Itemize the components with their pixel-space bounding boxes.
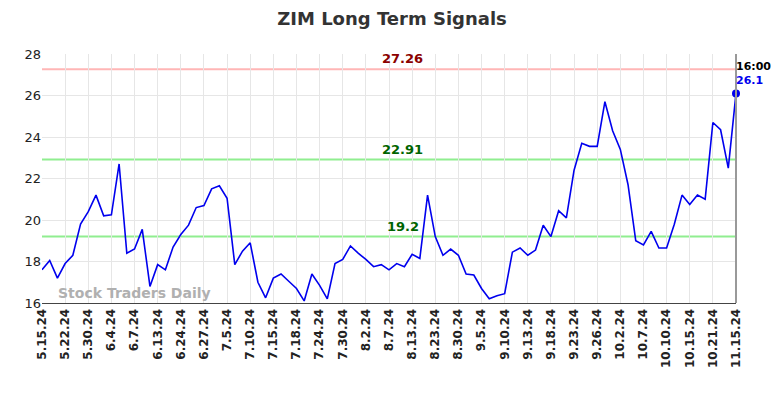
svg-text:10.15.24: 10.15.24	[683, 309, 697, 368]
svg-text:9.18.24: 9.18.24	[544, 309, 558, 360]
svg-text:8.7.24: 8.7.24	[382, 309, 396, 352]
svg-text:5.30.24: 5.30.24	[81, 309, 95, 360]
svg-text:10.10.24: 10.10.24	[660, 309, 674, 368]
svg-text:6.4.24: 6.4.24	[104, 309, 118, 352]
svg-text:27.26: 27.26	[382, 51, 423, 66]
svg-text:10.2.24: 10.2.24	[613, 309, 627, 360]
svg-text:5.15.24: 5.15.24	[35, 309, 49, 360]
svg-text:26.1: 26.1	[736, 74, 763, 87]
svg-text:26: 26	[24, 88, 41, 103]
svg-text:22: 22	[24, 171, 41, 186]
svg-text:6.13.24: 6.13.24	[151, 309, 165, 360]
svg-text:6.7.24: 6.7.24	[127, 309, 141, 352]
svg-text:5.22.24: 5.22.24	[58, 309, 72, 360]
svg-text:9.10.24: 9.10.24	[498, 309, 512, 360]
svg-text:22.91: 22.91	[382, 142, 423, 157]
svg-text:24: 24	[24, 130, 41, 145]
svg-text:ZIM Long Term Signals: ZIM Long Term Signals	[277, 8, 507, 29]
svg-text:6.27.24: 6.27.24	[197, 309, 211, 360]
svg-text:6.24.24: 6.24.24	[174, 309, 188, 360]
svg-text:7.24.24: 7.24.24	[313, 309, 327, 360]
svg-text:9.13.24: 9.13.24	[521, 309, 535, 360]
svg-text:8.2.24: 8.2.24	[359, 309, 373, 352]
svg-text:7.15.24: 7.15.24	[266, 309, 280, 360]
svg-text:7.18.24: 7.18.24	[289, 309, 303, 360]
svg-text:18: 18	[24, 254, 41, 269]
svg-text:8.23.24: 8.23.24	[428, 309, 442, 360]
svg-text:7.5.24: 7.5.24	[220, 309, 234, 352]
svg-text:11.15.24: 11.15.24	[729, 309, 743, 368]
svg-text:9.26.24: 9.26.24	[590, 309, 604, 360]
svg-text:8.30.24: 8.30.24	[451, 309, 465, 360]
svg-text:9.5.24: 9.5.24	[474, 309, 488, 352]
svg-text:Stock Traders Daily: Stock Traders Daily	[58, 285, 211, 301]
svg-text:9.23.24: 9.23.24	[567, 309, 581, 360]
svg-text:7.10.24: 7.10.24	[243, 309, 257, 360]
svg-text:28: 28	[24, 47, 41, 62]
svg-text:8.13.24: 8.13.24	[405, 309, 419, 360]
svg-text:20: 20	[24, 213, 41, 228]
svg-text:10.21.24: 10.21.24	[706, 309, 720, 368]
svg-text:16:00: 16:00	[736, 60, 771, 73]
svg-text:7.30.24: 7.30.24	[336, 309, 350, 360]
svg-text:10.7.24: 10.7.24	[636, 309, 650, 360]
svg-text:16: 16	[24, 296, 41, 311]
svg-text:19.2: 19.2	[387, 219, 419, 234]
